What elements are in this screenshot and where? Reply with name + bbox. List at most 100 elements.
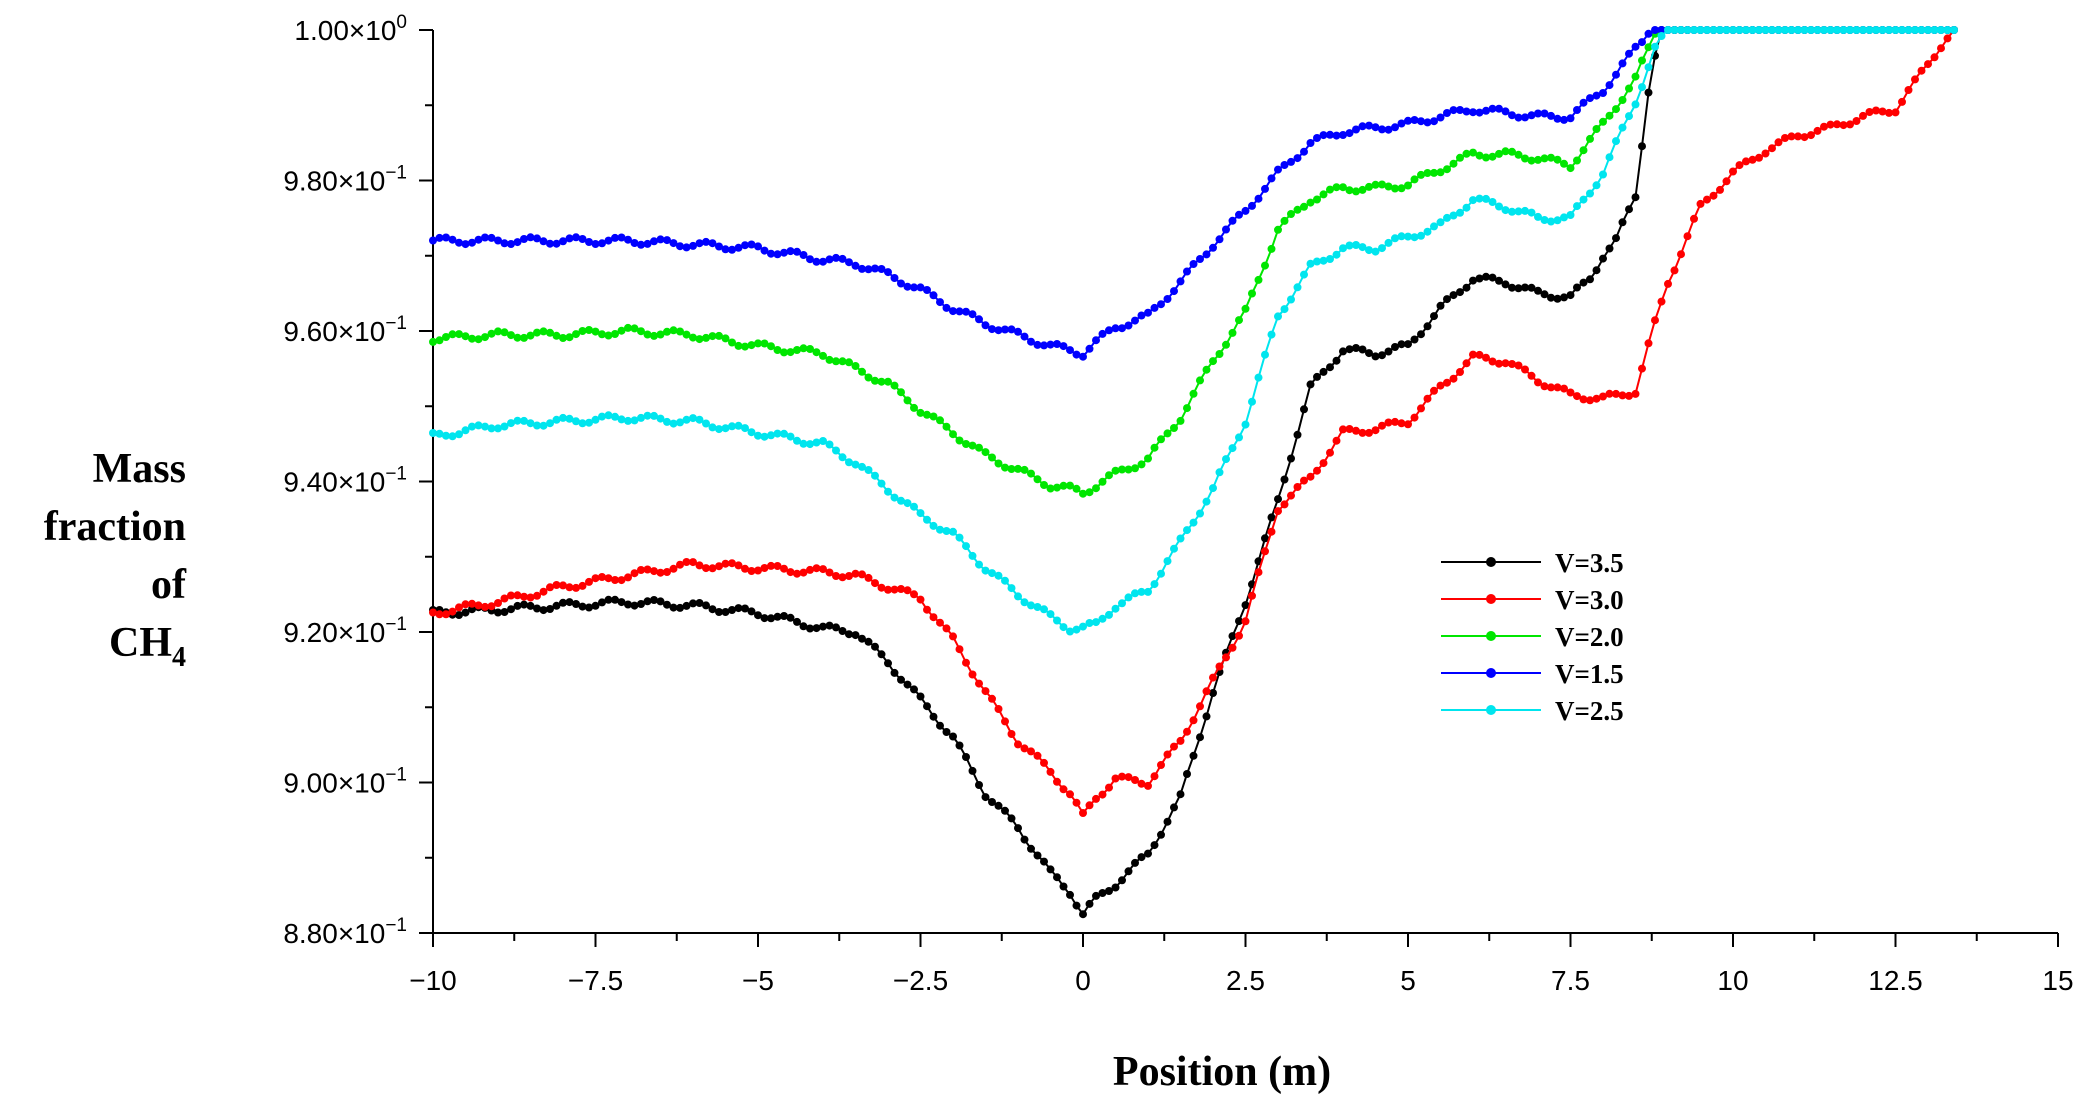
data-point	[656, 597, 665, 606]
legend-label: V=3.5	[1555, 548, 1624, 578]
data-point	[637, 327, 645, 336]
data-point	[1417, 330, 1425, 339]
data-point	[1066, 790, 1074, 799]
data-point	[520, 592, 528, 601]
x-tick-label: 7.5	[1551, 965, 1590, 996]
data-point	[1072, 484, 1081, 493]
data-point	[1105, 326, 1113, 335]
data-point	[1397, 232, 1406, 241]
data-point	[1053, 483, 1061, 492]
data-point	[1443, 213, 1451, 222]
data-point	[1423, 394, 1432, 403]
data-point	[1085, 899, 1094, 908]
data-point	[747, 567, 756, 575]
data-point	[981, 448, 990, 457]
data-point	[1345, 186, 1354, 195]
data-point	[1729, 26, 1737, 34]
data-point	[942, 303, 951, 312]
data-point	[1365, 246, 1373, 255]
data-point	[1202, 712, 1211, 721]
data-point	[1007, 730, 1016, 738]
data-point	[754, 242, 762, 251]
data-point	[1618, 59, 1627, 68]
data-point	[1657, 26, 1666, 34]
data-point	[1209, 484, 1217, 493]
y-axis-title-line-3: of	[151, 562, 187, 608]
data-point	[1280, 475, 1289, 484]
data-point	[1839, 26, 1848, 34]
data-point	[689, 599, 697, 608]
data-point	[1560, 213, 1568, 222]
data-point	[617, 576, 626, 585]
data-point	[1105, 887, 1113, 895]
legend-item: V=2.5	[1441, 696, 1624, 726]
data-point	[812, 564, 821, 573]
data-point	[1378, 351, 1386, 360]
data-point	[1599, 392, 1607, 401]
data-point	[1449, 211, 1458, 220]
data-point	[442, 431, 450, 440]
data-point	[1547, 111, 1555, 120]
data-point	[1085, 801, 1094, 810]
data-point	[669, 564, 678, 573]
data-point	[1293, 430, 1302, 439]
data-point	[1865, 26, 1874, 34]
data-point	[1365, 182, 1373, 191]
data-point	[799, 439, 808, 448]
data-point	[1488, 198, 1497, 206]
data-point	[682, 330, 691, 339]
data-point	[546, 605, 554, 613]
x-axis: −10 −7.5 −5 −2.5 0 2.5 5 7.5 10 12.5 15	[409, 932, 2074, 996]
data-point	[1514, 207, 1523, 216]
data-point	[1014, 327, 1022, 336]
data-point	[1287, 295, 1295, 304]
data-point	[1235, 617, 1243, 626]
data-point	[741, 241, 749, 250]
data-point	[877, 265, 886, 273]
data-point	[1436, 381, 1445, 390]
data-point	[1527, 156, 1536, 165]
legend-swatch-marker	[1486, 557, 1496, 567]
data-point	[1059, 623, 1068, 632]
data-point	[1930, 53, 1939, 62]
data-point	[1677, 250, 1685, 259]
data-point	[1339, 131, 1347, 139]
data-point	[598, 573, 606, 581]
data-point	[1904, 86, 1913, 94]
data-point	[1163, 557, 1172, 566]
data-point	[676, 560, 684, 569]
data-point	[1716, 185, 1724, 194]
data-point	[1670, 26, 1679, 34]
data-point	[1579, 395, 1588, 404]
y-tick-label: 9.80×10−1	[283, 163, 407, 197]
data-point	[1007, 814, 1016, 823]
data-point	[611, 595, 619, 604]
data-point	[468, 238, 476, 247]
data-point	[1176, 534, 1185, 543]
data-point	[890, 274, 899, 282]
data-point	[1482, 153, 1490, 162]
data-point	[1820, 26, 1828, 34]
data-point	[1410, 413, 1419, 422]
data-point	[591, 574, 600, 583]
y-axis-title-line-4: CH4	[109, 620, 186, 673]
data-point	[448, 607, 457, 616]
data-point	[819, 351, 827, 360]
data-point	[851, 631, 860, 640]
data-point	[1118, 324, 1126, 333]
data-point	[1313, 372, 1321, 381]
data-point	[1826, 26, 1835, 34]
data-point	[578, 419, 587, 428]
data-point	[871, 642, 879, 651]
data-point	[1625, 84, 1633, 93]
data-point	[1040, 481, 1048, 489]
data-point	[728, 606, 736, 614]
data-point	[1859, 111, 1867, 120]
data-point	[1144, 308, 1152, 317]
data-point	[1664, 279, 1672, 288]
x-tick-label: 5	[1400, 965, 1416, 996]
data-point	[1313, 257, 1321, 266]
data-point	[1020, 598, 1029, 607]
data-point	[676, 603, 684, 612]
data-point	[1579, 98, 1588, 107]
